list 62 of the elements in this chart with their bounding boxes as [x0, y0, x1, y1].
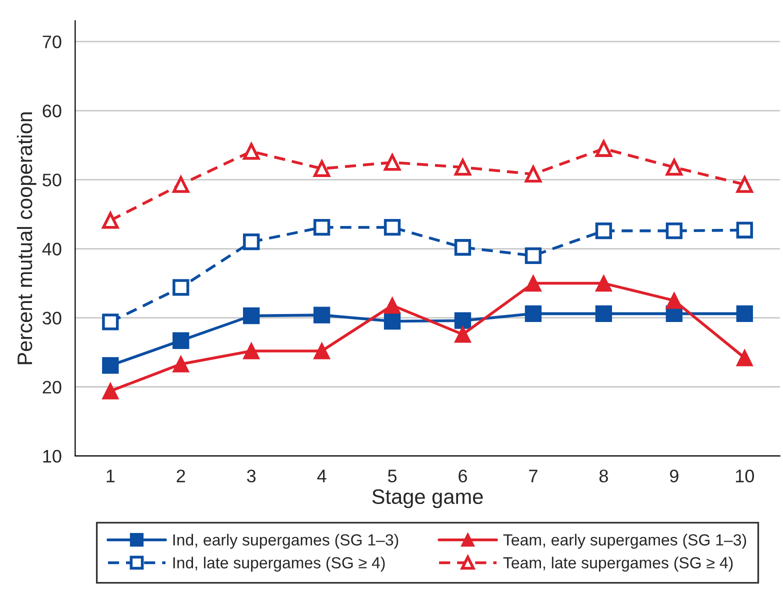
point — [313, 160, 330, 177]
point — [595, 274, 612, 292]
point — [102, 212, 119, 229]
y-tick-label: 70 — [42, 36, 62, 48]
point — [172, 279, 190, 296]
legend-label: Ind, early supergames (SG 1–3) — [173, 534, 398, 549]
point — [595, 222, 612, 240]
y-tick-label: 30 — [42, 312, 62, 325]
y-tick-label: 50 — [42, 174, 62, 186]
point — [102, 314, 119, 330]
point — [524, 166, 542, 183]
point — [454, 312, 472, 329]
point — [243, 234, 260, 250]
point — [313, 219, 330, 236]
point — [313, 342, 330, 360]
point — [736, 305, 753, 322]
point — [736, 176, 753, 193]
point — [172, 356, 190, 372]
point — [102, 357, 119, 374]
y-tick-label: 10 — [43, 450, 62, 463]
point — [454, 158, 472, 176]
x-tick-label: 9 — [670, 470, 678, 482]
point — [384, 219, 401, 236]
point — [595, 305, 612, 322]
x-tick-label: 10 — [736, 470, 754, 482]
point — [595, 140, 612, 157]
point — [524, 305, 542, 322]
point — [666, 222, 682, 240]
point — [243, 143, 260, 160]
point — [172, 332, 190, 349]
point — [243, 307, 260, 324]
x-tick-label: 1 — [106, 470, 115, 482]
point — [666, 292, 682, 309]
y-axis-title: Percent mutual cooperation — [16, 112, 36, 364]
x-tick-label: 6 — [458, 470, 467, 482]
point — [313, 306, 330, 324]
point — [243, 342, 260, 360]
y-tick-label: 20 — [42, 380, 62, 394]
point — [384, 312, 401, 330]
x-tick-label: 5 — [388, 470, 397, 482]
x-tick-label: 2 — [176, 470, 185, 482]
point — [736, 350, 753, 366]
point — [454, 326, 472, 343]
point — [524, 247, 542, 264]
x-axis-title: Stage game — [372, 489, 483, 508]
legend-label: Team, early supergames (SG 1–3) — [503, 534, 746, 549]
point — [666, 158, 682, 176]
legend-label: Ind, late supergames (SG ≥ 4) — [173, 556, 385, 572]
x-tick-label: 7 — [529, 470, 538, 482]
point — [172, 176, 190, 193]
x-tick-label: 3 — [247, 470, 256, 482]
point — [384, 154, 401, 171]
x-tick-label: 4 — [317, 470, 326, 482]
point — [454, 239, 472, 256]
point — [736, 222, 753, 238]
y-tick-label: 60 — [42, 104, 62, 118]
y-tick-label: 40 — [42, 242, 62, 256]
point — [102, 382, 119, 400]
point — [384, 297, 401, 314]
x-tick-label: 8 — [599, 470, 608, 482]
point — [524, 274, 542, 292]
legend-label: Team, late supergames (SG ≥ 4) — [503, 556, 733, 572]
